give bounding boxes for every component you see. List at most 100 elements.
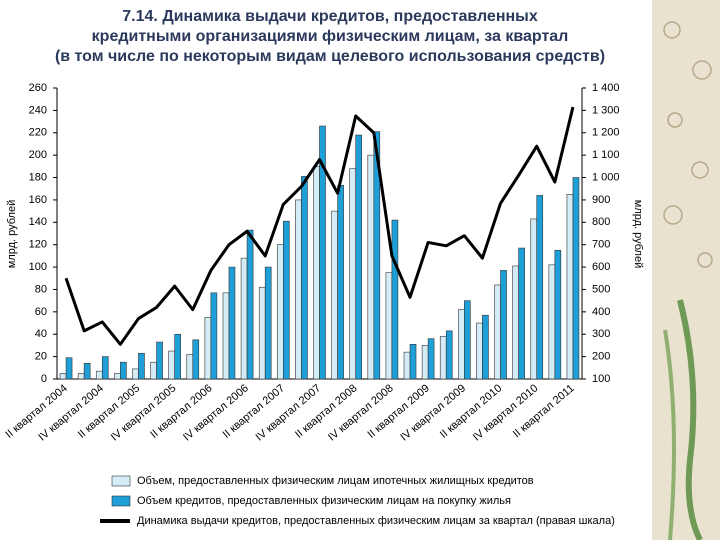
bar <box>95 370 103 380</box>
legend-label: Объем кредитов, предоставленных физическ… <box>137 495 511 507</box>
y2-tick-label: 700 <box>592 239 610 251</box>
y2-tick-label: 900 <box>592 194 610 206</box>
bar <box>210 292 218 380</box>
bar <box>228 266 236 380</box>
bar <box>536 195 544 380</box>
x-tick-label: IV квартал 2005 <box>109 382 179 443</box>
bar <box>548 264 556 380</box>
bar <box>355 134 363 380</box>
bar <box>445 330 453 380</box>
x-tick-label: II квартал 2009 <box>365 382 431 440</box>
bar <box>101 356 109 380</box>
bar <box>319 125 326 380</box>
bar <box>500 270 507 380</box>
bar <box>572 177 580 380</box>
y-tick-label: 240 <box>29 104 47 116</box>
y-tick-label: 200 <box>29 149 47 161</box>
y-tick-label: 220 <box>29 127 47 139</box>
y-tick-label: 140 <box>29 216 47 228</box>
bar <box>156 341 163 380</box>
x-tick-label: IV квартал 2007 <box>254 382 324 443</box>
bar <box>421 345 429 380</box>
bar <box>427 338 435 380</box>
bar <box>566 194 574 380</box>
x-tick-label: II квартал 2008 <box>293 382 359 440</box>
bar <box>313 166 320 380</box>
bar <box>349 168 357 380</box>
bar <box>276 244 284 380</box>
y2-tick-label: 300 <box>592 328 610 340</box>
bar <box>59 373 67 380</box>
y-axis-label: млрд. рублей <box>6 200 18 268</box>
bar <box>83 363 91 380</box>
y-tick-label: 0 <box>41 373 47 385</box>
bar <box>258 286 266 380</box>
x-tick-label: II квартал 2010 <box>438 382 504 440</box>
bar <box>458 309 465 380</box>
bar <box>512 265 519 380</box>
bar <box>264 266 272 380</box>
bar <box>464 300 471 380</box>
bar <box>301 176 308 380</box>
bar <box>391 219 399 380</box>
x-tick-label: II квартал 2011 <box>511 382 577 440</box>
bar <box>409 344 417 380</box>
bar <box>331 210 338 380</box>
bar <box>138 352 145 380</box>
chart-title: (в том числе по некоторым видам целевого… <box>55 48 605 65</box>
bar <box>295 199 302 380</box>
bar <box>65 357 73 380</box>
bar <box>282 220 290 380</box>
y-tick-label: 40 <box>35 328 47 340</box>
y-tick-label: 160 <box>29 194 47 206</box>
y2-tick-label: 1 000 <box>592 171 620 183</box>
legend-label: Объем, предоставленных физическим лицам … <box>137 475 534 487</box>
bar <box>246 229 254 380</box>
x-tick-label: II квартал 2007 <box>221 382 287 440</box>
bar <box>222 292 230 380</box>
y-tick-label: 260 <box>29 82 47 94</box>
bar <box>337 185 344 380</box>
chart-title: кредитными организациями физическим лица… <box>92 28 569 45</box>
y-tick-label: 120 <box>29 239 47 251</box>
bar <box>482 314 489 380</box>
bar <box>494 284 501 380</box>
x-tick-label: IV квартал 2009 <box>398 382 468 443</box>
bar <box>174 333 181 380</box>
y2-tick-label: 200 <box>592 351 610 363</box>
bar <box>403 351 411 380</box>
bar <box>192 339 200 380</box>
x-tick-label: IV квартал 2010 <box>471 382 541 443</box>
bar <box>168 350 175 380</box>
bar <box>150 361 157 380</box>
x-tick-label: II квартал 2005 <box>76 382 142 440</box>
x-tick-label: II квартал 2006 <box>148 382 214 440</box>
bar <box>204 317 212 380</box>
bar <box>385 272 393 380</box>
y2-tick-label: 400 <box>592 306 610 318</box>
y2-tick-label: 500 <box>592 283 610 295</box>
bar <box>240 257 248 380</box>
decor-strip <box>652 0 720 540</box>
bar <box>554 249 562 380</box>
y-tick-label: 100 <box>29 261 47 273</box>
y2-tick-label: 1 400 <box>592 82 620 94</box>
x-tick-label: IV квартал 2004 <box>36 382 106 443</box>
y2-tick-label: 1 200 <box>592 127 620 139</box>
x-tick-label: II квартал 2004 <box>3 382 69 440</box>
line <box>64 106 575 346</box>
bar <box>114 373 121 380</box>
x-tick-label: IV квартал 2008 <box>326 382 396 443</box>
legend-swatch <box>111 495 131 507</box>
y2-tick-label: 600 <box>592 261 610 273</box>
bar <box>518 247 525 380</box>
y2-tick-label: 100 <box>592 373 610 385</box>
bar <box>77 373 85 380</box>
y2-tick-label: 1 100 <box>592 149 620 161</box>
bar <box>530 218 538 380</box>
bar <box>367 154 375 380</box>
decor-pattern <box>663 21 713 540</box>
y-tick-label: 180 <box>29 171 47 183</box>
y2-axis-label: млрд. рублей <box>632 200 644 268</box>
